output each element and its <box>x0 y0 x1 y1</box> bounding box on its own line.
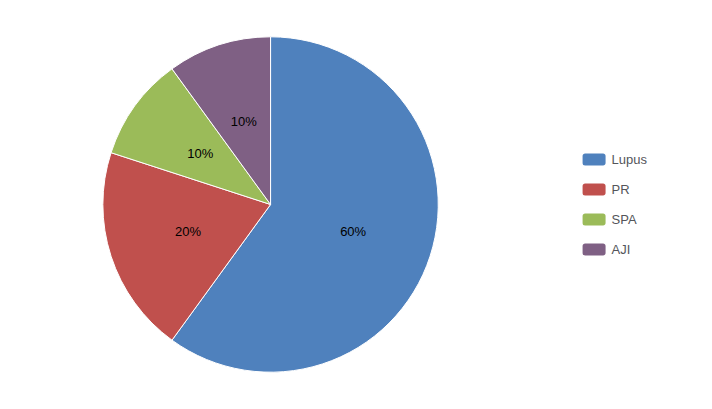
svg-text:SPA: SPA <box>612 212 637 227</box>
svg-text:10%: 10% <box>187 146 213 161</box>
svg-text:60%: 60% <box>340 224 366 239</box>
svg-text:10%: 10% <box>231 114 257 129</box>
svg-text:PR: PR <box>612 182 630 197</box>
svg-text:20%: 20% <box>175 224 201 239</box>
svg-text:Lupus: Lupus <box>612 152 648 167</box>
svg-text:AJI: AJI <box>612 242 631 257</box>
